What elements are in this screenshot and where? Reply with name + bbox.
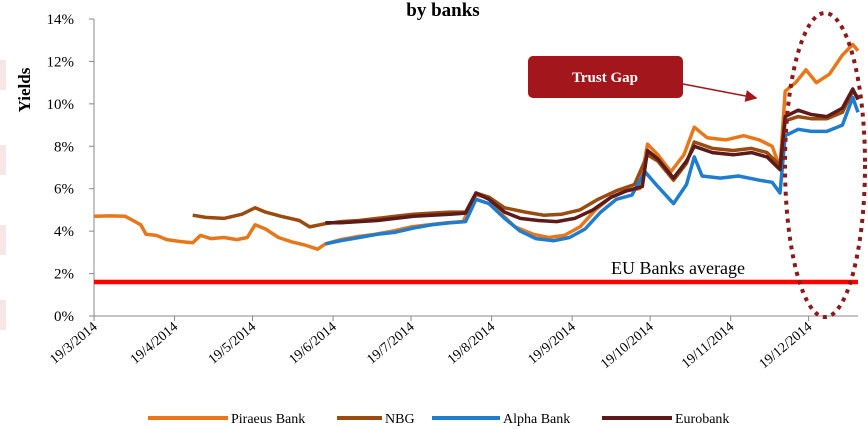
legend-label-nbg: NBG — [385, 412, 415, 427]
legend-label-alpha-bank: Alpha Bank — [503, 412, 570, 427]
y-axis: 0% 2% 4% 6% 8% 10% 12% 14% — [47, 12, 95, 325]
series-line-nbg — [192, 89, 860, 229]
series-line-eurobank — [325, 87, 860, 225]
x-tick-label: 19/6/2014 — [287, 320, 340, 368]
highlight-ellipse — [783, 11, 867, 319]
reference-line-group: EU Banks average — [94, 258, 858, 285]
x-tick-label: 19/10/2014 — [598, 320, 657, 372]
edge-decoration — [0, 60, 6, 90]
trust-gap-box — [528, 56, 683, 98]
x-axis: 19/3/2014 19/4/2014 19/5/2014 19/6/2014 19/7… — [47, 315, 858, 372]
y-tick-label: 14% — [47, 12, 75, 28]
y-tick-label: 6% — [54, 182, 74, 198]
x-tick-label: 19/5/2014 — [206, 320, 259, 368]
eu-average-label: EU Banks average — [611, 258, 745, 278]
x-tick-label: 19/7/2014 — [364, 320, 417, 368]
y-tick-label: 10% — [47, 97, 75, 113]
trust-gap-label: Trust Gap — [572, 70, 638, 86]
x-tick-label: 19/3/2014 — [47, 320, 100, 368]
legend-label-piraeus-bank: Piraeus Bank — [231, 412, 305, 427]
y-tick-label: 2% — [54, 267, 74, 283]
annotation-group: Trust Gap — [528, 11, 867, 319]
x-tick-label: 19/12/2014 — [757, 320, 816, 372]
legend: Piraeus Bank NBG Alpha Bank Eurobank — [148, 412, 729, 427]
y-tick-label: 8% — [54, 139, 74, 155]
chart-title: by banks — [406, 0, 479, 21]
y-axis-label: Yields — [15, 67, 34, 112]
edge-decoration — [0, 145, 6, 175]
x-tick-label: 19/4/2014 — [128, 320, 181, 368]
series-layer — [93, 42, 860, 251]
edge-decoration — [0, 225, 6, 255]
y-tick-label: 0% — [54, 309, 74, 325]
x-tick-label: 19/9/2014 — [526, 320, 579, 368]
series-line-alpha-bank — [324, 95, 860, 246]
x-tick-label: 19/11/2014 — [679, 320, 737, 372]
y-tick-label: 12% — [47, 54, 75, 70]
edge-decoration — [0, 300, 6, 330]
legend-label-eurobank: Eurobank — [675, 412, 729, 427]
x-tick-label: 19/8/2014 — [445, 320, 498, 368]
y-tick-label: 4% — [54, 224, 74, 240]
trust-gap-arrow — [682, 83, 758, 102]
